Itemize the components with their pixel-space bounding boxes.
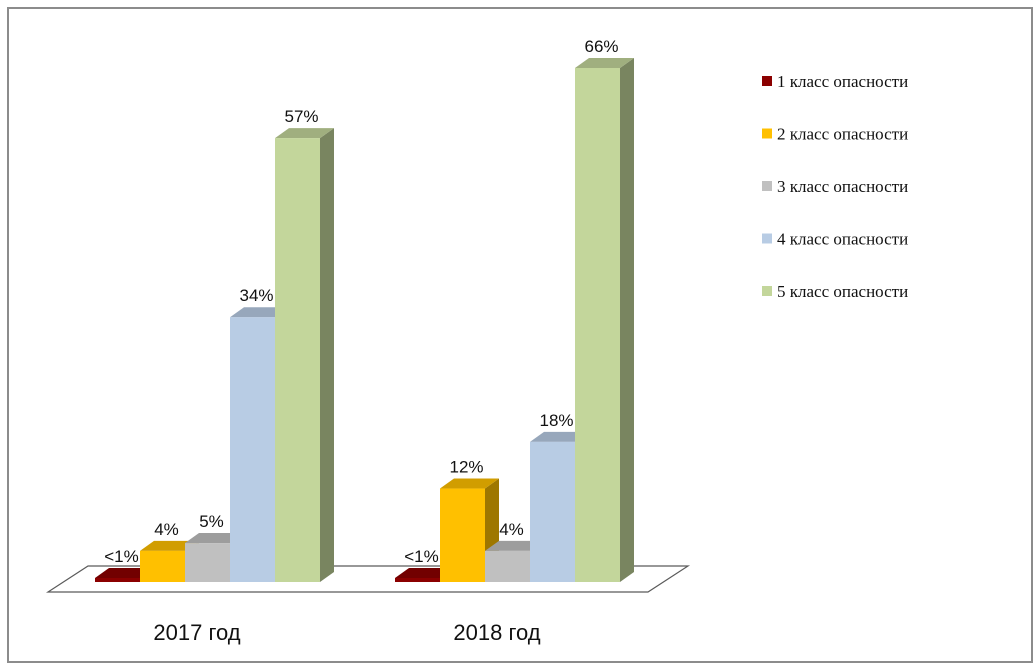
legend-item-5: 5 класс опасности [762,282,908,301]
bar-top [485,540,544,551]
bar-top [575,58,634,68]
legend-label: 3 класс опасности [777,177,908,196]
category-label: 2018 год [453,620,540,645]
legend: 1 класс опасности 2 класс опасности 3 клас… [762,72,908,301]
bar-top [140,540,199,551]
data-label: 18% [539,411,573,430]
bars-layer [95,58,634,582]
legend-label: 1 класс опасности [777,72,908,91]
legend-item-2: 2 класс опасности [762,125,908,144]
labels-layer: <1% 4% 5% 34% 57% <1% 12% 4% 18% 66% [104,37,618,566]
legend-item-1: 1 класс опасности [762,72,908,91]
bar-front [575,68,620,582]
bar-front [275,138,320,582]
bar-front [530,441,575,582]
data-label: 57% [284,107,318,126]
bar-front [185,543,230,582]
bar-side [320,128,334,582]
category-label: 2017 год [153,620,240,645]
bar-front [230,317,275,582]
legend-item-3: 3 класс опасности [762,177,908,196]
legend-label: 4 класс опасности [777,230,908,249]
legend-swatch [762,128,772,139]
bar-front [95,578,140,582]
data-label: 12% [449,458,483,477]
legend-swatch [762,76,772,86]
legend-swatch [762,233,772,244]
bar-top [530,431,589,442]
legend-swatch [762,286,772,296]
data-label: <1% [404,547,439,566]
data-label: 34% [239,286,273,305]
data-label: 5% [199,512,224,531]
bar-front [440,488,485,582]
bar-top [395,568,454,578]
bar-5-класс-опасности-2 [575,58,634,582]
categories-layer: 2017 год 2018 год [153,620,540,645]
bar-front [395,578,440,582]
bar-top [95,568,154,578]
bar-top [440,478,499,489]
bar-5-класс-опасности-1 [275,128,334,582]
bar-top [275,128,334,139]
bar-top [185,533,244,544]
legend-item-4: 4 класс опасности [762,230,908,249]
data-label: 66% [584,37,618,56]
data-label: 4% [499,520,524,539]
data-label: <1% [104,547,139,566]
bar-front [140,550,185,582]
data-label: 4% [154,520,179,539]
legend-label: 5 класс опасности [777,282,908,301]
bar-top [230,307,289,318]
legend-label: 2 класс опасности [777,125,908,144]
bar-side [620,58,634,582]
legend-swatch [762,181,772,191]
bar-front [485,550,530,582]
